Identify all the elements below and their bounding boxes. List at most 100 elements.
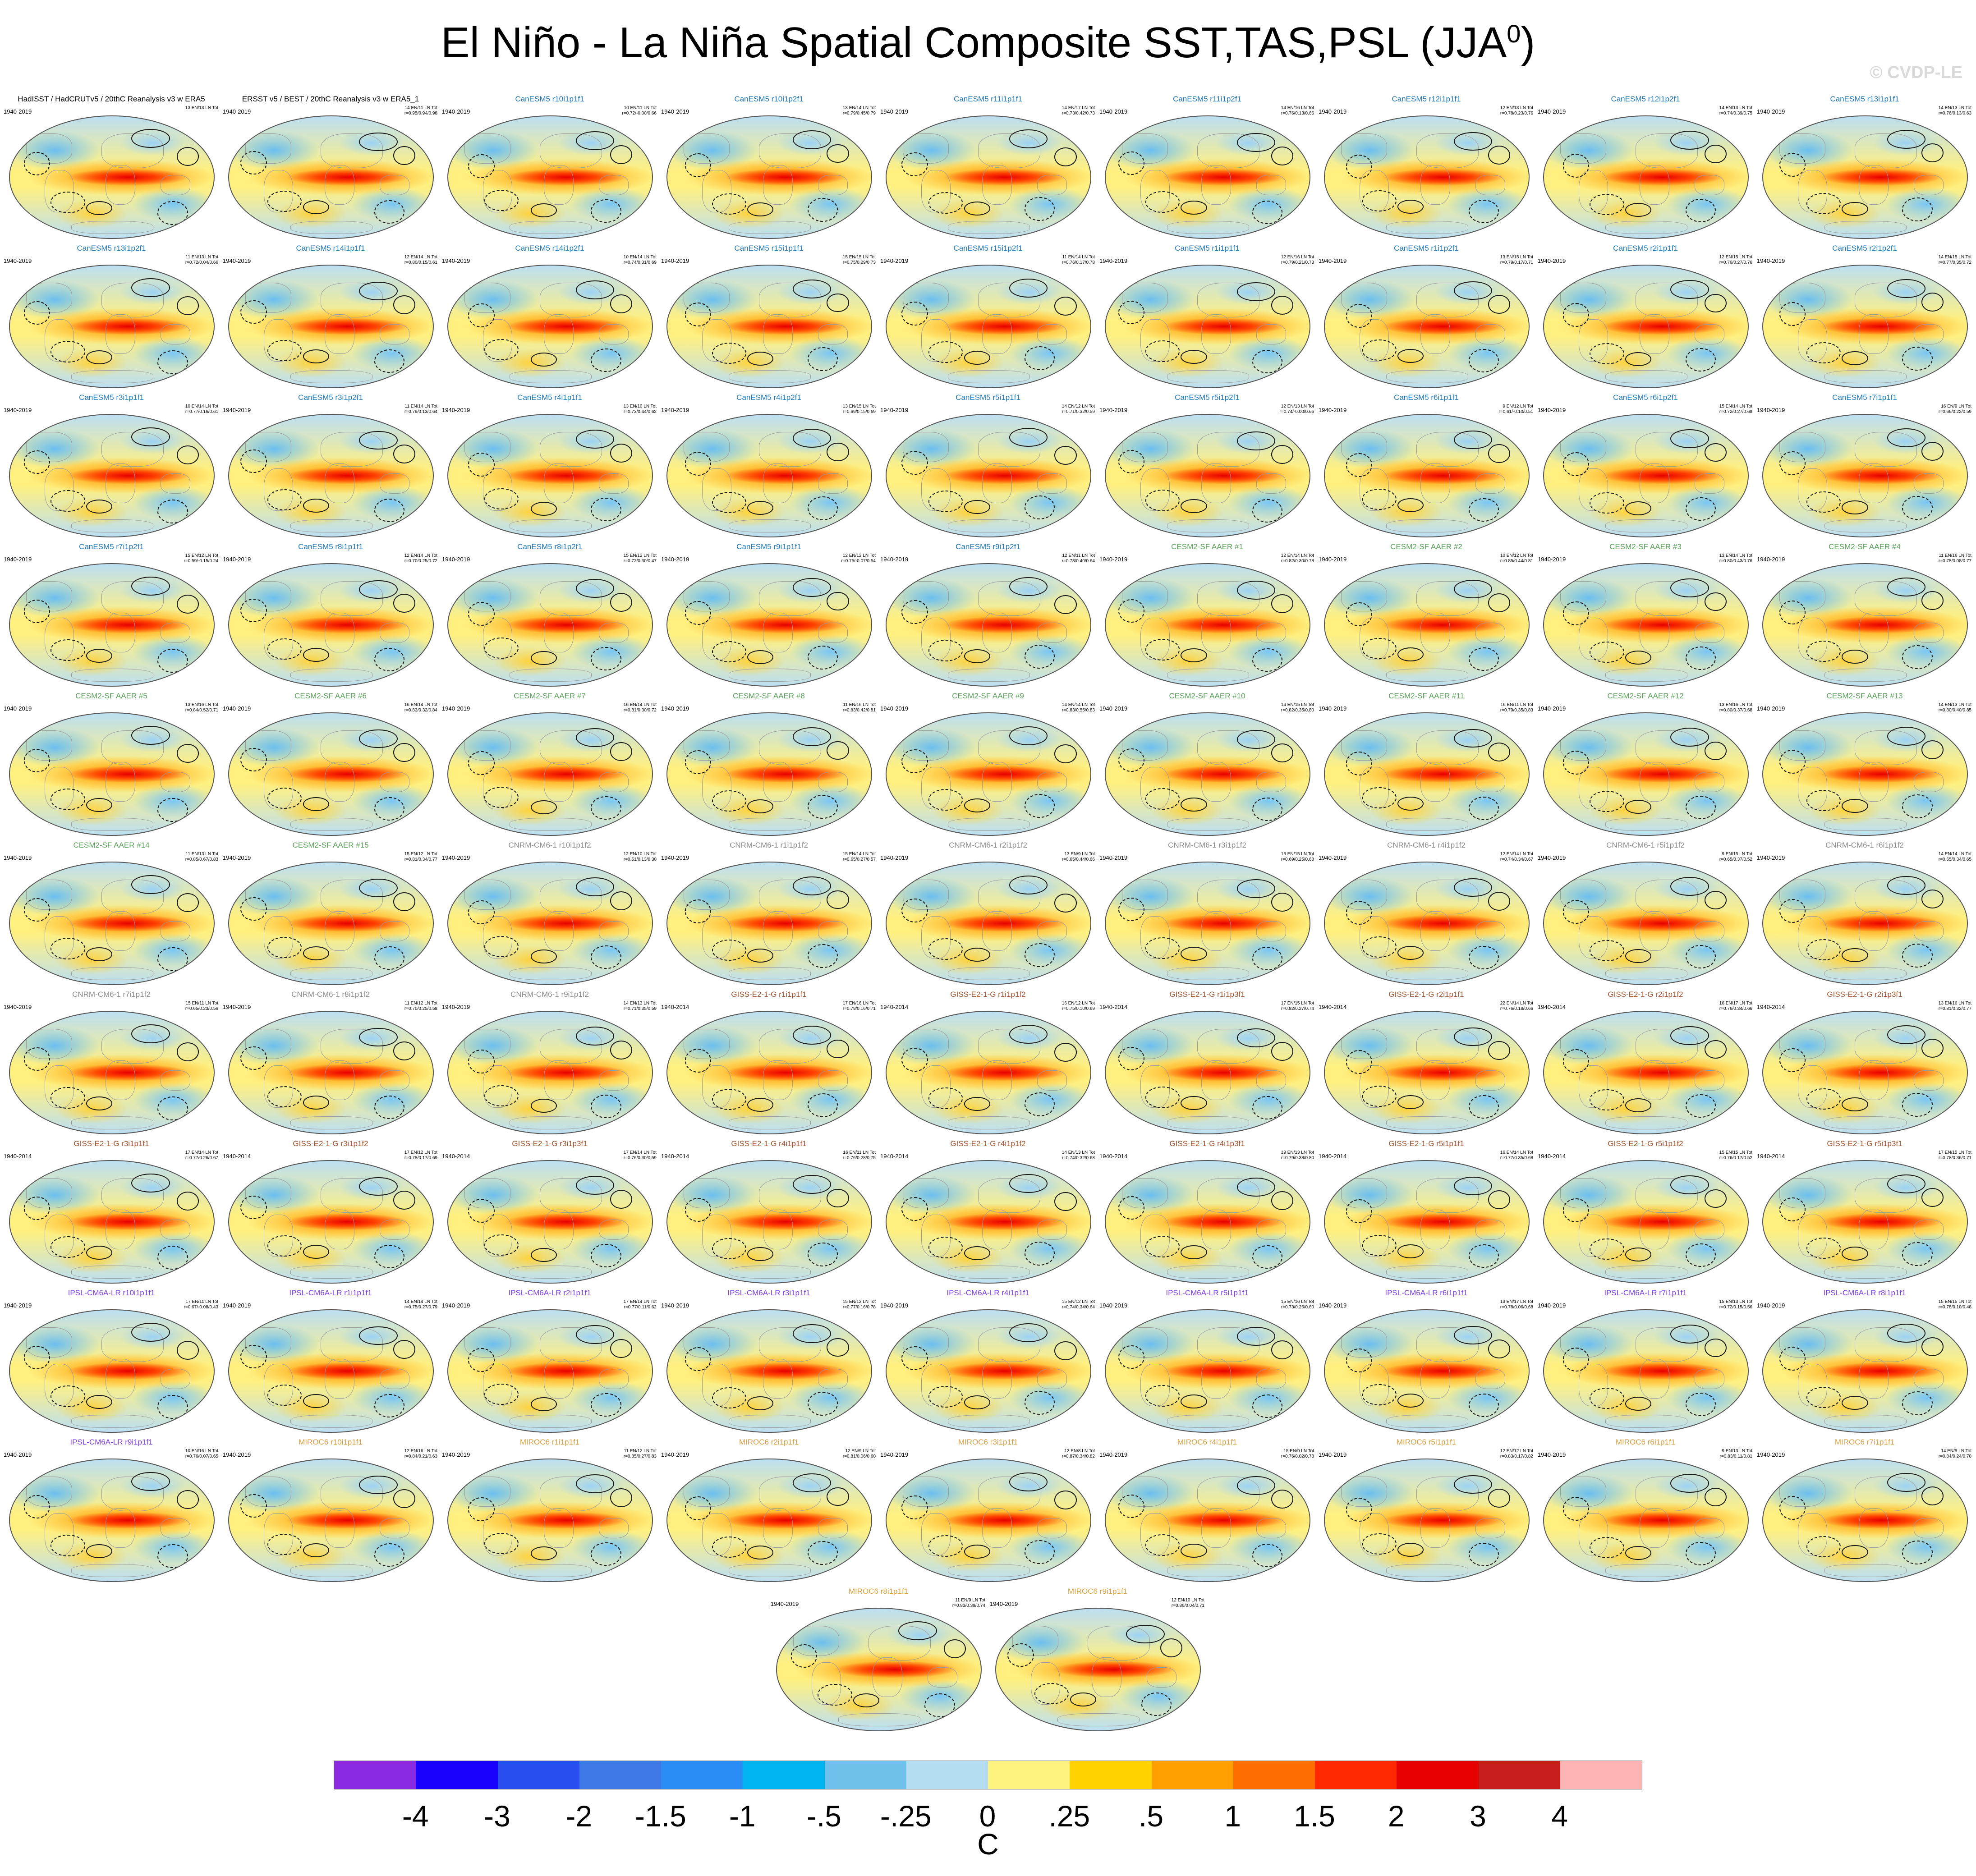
panel-years: 1940-2019 [1319,705,1347,712]
coastline [380,1368,409,1389]
panel-stats: 12 EN/15 LN Tot r=0.76/0.27/0.76 [1719,255,1752,265]
psl-contour-positive [1625,1248,1652,1262]
coastline [245,133,291,164]
panel-title: CESM2-SF AAER #2 [1390,542,1462,551]
psl-contour-negative [1145,191,1180,213]
figure-title-text: El Niño - La Niña Spatial Composite SST,… [441,18,1507,67]
coastline [1359,319,1389,362]
panel-stats: 16 EN/9 LN Tot r=0.66/0.22/0.59 [1938,404,1971,414]
coastline [1855,581,1917,616]
psl-contour-negative [1252,349,1282,374]
psl-contour-positive [1181,499,1207,513]
psl-contour-positive [303,1394,329,1408]
panel-years: 1940-2014 [661,1004,689,1010]
psl-contour-positive [964,948,990,962]
psl-contour-negative [901,152,928,176]
psl-contour-positive [1670,728,1709,747]
psl-contour-positive [610,1040,633,1060]
psl-contour-negative [1779,750,1806,774]
map-panel: GISS-E2-1-G r5i1p3f1 1940-2014 17 EN/15 LN… [1755,1139,1974,1288]
panel-stats: 13 EN/14 LN Tot r=0.80/0.43/0.76 [1719,553,1752,564]
panel-title: MIROC6 r8i1p1f1 [848,1587,909,1596]
psl-contour-negative [928,1386,963,1408]
psl-contour-negative [1362,1533,1397,1555]
psl-contour-negative [901,1047,928,1072]
map-panel: MIROC6 r8i1p1f1 1940-2019 11 EN/9 LN Tot r… [769,1587,988,1736]
coastline [380,771,409,792]
panel-years: 1940-2019 [1538,1302,1566,1309]
coastline [106,1210,135,1250]
panel-stats: 16 EN/11 LN Tot r=0.79/0.35/0.83 [1500,702,1533,713]
panel-years: 1940-2019 [223,1302,251,1309]
map-panel: CanESM5 r15i1p2f1 1940-2019 11 EN/14 LN To… [878,244,1098,393]
panel-stats: 14 EN/14 LN Tot r=0.83/0.55/0.83 [1062,702,1095,713]
coastline [263,1513,294,1555]
coastline [101,730,164,766]
colorbar-units: C [977,1827,999,1861]
psl-contour-positive [610,1189,633,1209]
colorbar-swatch [1233,1761,1315,1789]
coastline [1605,370,1688,384]
composite-map [1543,1309,1749,1433]
psl-contour-negative [267,1235,302,1257]
panel-years: 1940-2014 [1538,1153,1566,1160]
psl-contour-negative [484,1234,519,1256]
psl-contour-negative [1902,1541,1933,1564]
panel-title: CanESM5 r4i1p1f1 [517,393,582,402]
psl-contour-positive [1670,131,1709,150]
coastline [1578,319,1608,362]
colorbar-tick-label: 0 [979,1799,996,1833]
panel-title: CNRM-CM6-1 r10i1p1f2 [508,841,591,849]
coastline [1037,921,1067,941]
coastline [1914,324,1944,344]
coastline [702,766,732,809]
psl-contour-positive [792,727,831,747]
psl-contour-positive [1397,498,1424,512]
map-panel: CESM2-SF AAER #12 1940-2019 13 EN/16 LN To… [1536,692,1755,840]
psl-contour-negative [1024,1391,1055,1415]
psl-contour-positive [86,798,113,812]
composite-map [886,265,1091,388]
map-panel: CESM2-SF AAER #9 1940-2019 14 EN/14 LN Tot… [878,692,1098,840]
composite-map [9,1459,215,1582]
psl-contour-positive [1237,879,1276,898]
psl-contour-negative [1685,795,1716,820]
composite-map [9,414,215,537]
psl-contour-positive [176,1341,199,1360]
coastline [161,1070,190,1091]
coastline [509,669,592,682]
psl-contour-positive [575,877,615,897]
coastline [818,921,848,941]
panel-years: 1940-2019 [1099,108,1128,115]
composite-map [1105,862,1310,985]
map-panel: CNRM-CM6-1 r6i1p1f2 1940-2019 14 EN/14 LN … [1755,841,1974,990]
coastline [101,879,164,915]
psl-contour-negative [1145,937,1180,959]
map-panel: MIROC6 r4i1p1f1 1940-2019 15 EN/9 LN Tot r… [1098,1438,1317,1587]
panel-stats: 12 EN/10 LN Tot r=0.51/0.13/0.30 [623,852,657,862]
panel-title: GISS-E2-1-G r3i1p1f2 [293,1139,368,1148]
psl-contour-positive [1181,1543,1207,1558]
coastline [728,967,811,981]
coastline [263,766,294,809]
panel-years: 1940-2019 [442,1004,470,1010]
psl-contour-negative [468,453,495,477]
coastline [1605,519,1688,533]
coastline [1695,473,1724,494]
panel-title: CNRM-CM6-1 r2i1p1f2 [949,841,1027,849]
panel-stats: 13 EN/9 LN Tot r=0.65/0.44/0.66 [1062,852,1095,862]
psl-contour-negative [807,198,838,222]
composite-map [1762,1459,1968,1582]
psl-contour-negative [1562,751,1589,775]
coastline [763,762,793,802]
coastline [544,762,574,802]
psl-contour-positive [1921,442,1944,461]
map-panel: CanESM5 r5i1p1f1 1940-2019 14 EN/12 LN Tot… [878,393,1098,542]
psl-contour-positive [1009,279,1048,298]
map-panel: CNRM-CM6-1 r1i1p1f2 1940-2019 15 EN/14 LN … [659,841,878,990]
psl-contour-negative [1685,1243,1716,1267]
panel-title: CanESM5 r3i1p2f1 [298,393,363,402]
coastline [1914,622,1944,643]
composite-map [447,1309,653,1433]
coastline [1359,766,1389,809]
